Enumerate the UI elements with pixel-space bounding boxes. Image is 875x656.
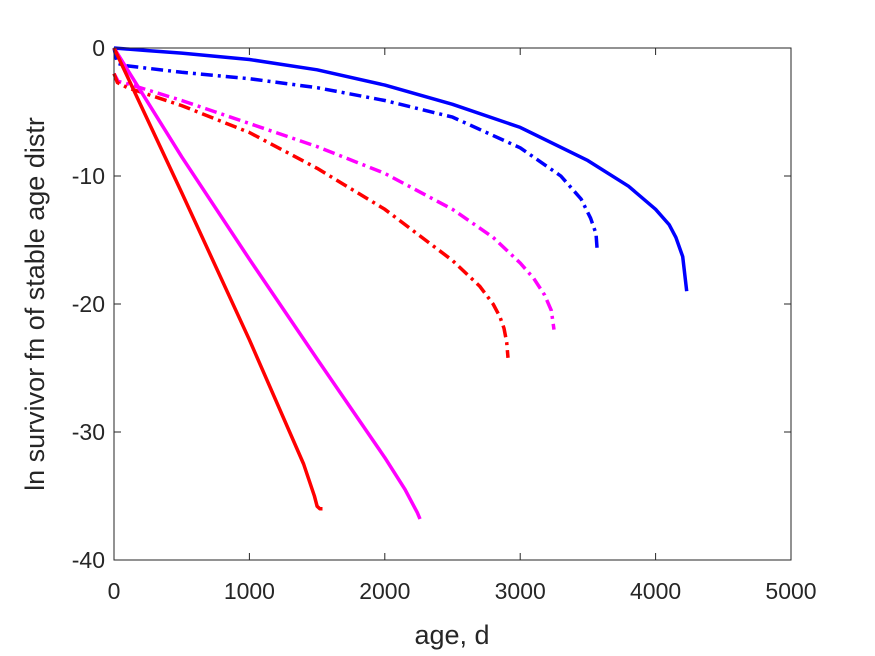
series-layer — [112, 46, 689, 520]
series-line-2 — [112, 47, 600, 253]
y-axis-ticks: 0 -10 -20 -30 -40 — [72, 35, 791, 573]
y-tick-label: -30 — [72, 419, 105, 445]
series-line-4 — [112, 72, 510, 358]
x-tick-label: 2000 — [359, 578, 410, 604]
plot-area — [114, 48, 791, 560]
series-line-6 — [112, 47, 323, 511]
x-tick-label: 1000 — [224, 578, 275, 604]
series-line-5 — [112, 47, 422, 520]
y-tick-label: -10 — [72, 163, 105, 189]
x-tick-label: 0 — [108, 578, 121, 604]
y-tick-label: -40 — [72, 547, 105, 573]
x-tick-label: 5000 — [765, 578, 816, 604]
y-tick-label: -20 — [72, 291, 105, 317]
series-line-1 — [113, 46, 689, 292]
y-axis-title: ln survivor fn of stable age distr — [20, 117, 50, 491]
x-axis-title: age, d — [414, 620, 489, 650]
y-tick-label: 0 — [92, 35, 105, 61]
x-axis-ticks: 0 1000 2000 3000 4000 5000 — [108, 48, 817, 604]
x-tick-label: 3000 — [495, 578, 546, 604]
x-tick-label: 4000 — [630, 578, 681, 604]
